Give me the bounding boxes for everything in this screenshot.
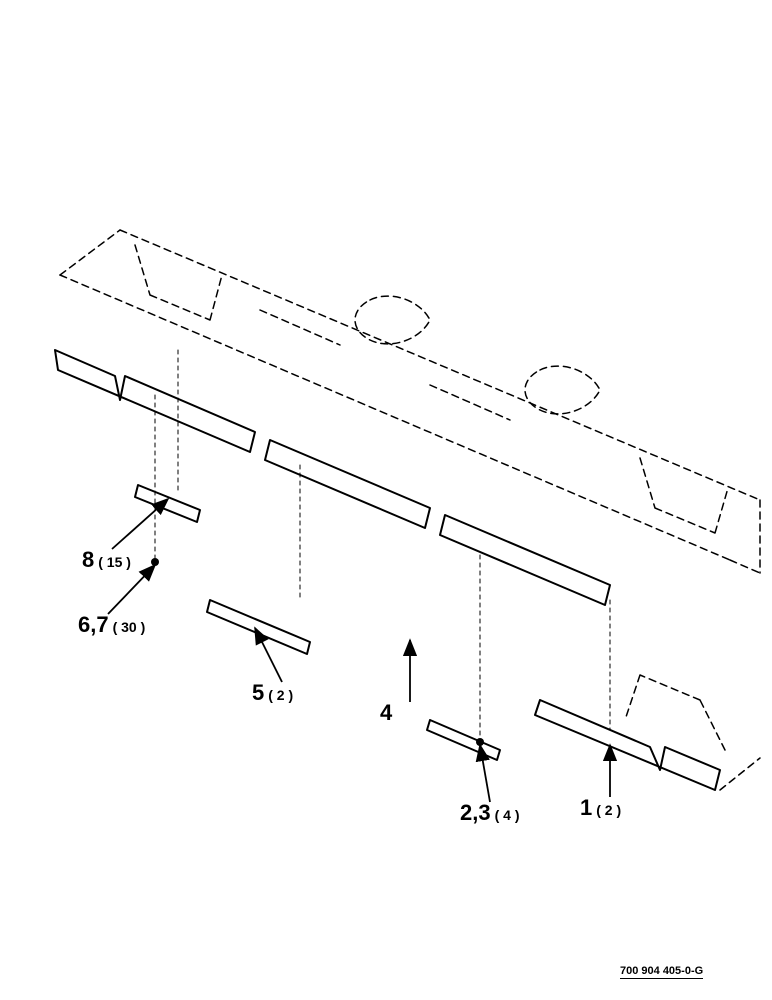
callout-qty: ( 30 ) bbox=[113, 619, 146, 635]
callout-6-7: 6,7( 30 ) bbox=[78, 612, 145, 638]
callout-2-3: 2,3( 4 ) bbox=[460, 800, 519, 826]
callout-qty: ( 2 ) bbox=[268, 687, 293, 703]
callout-8: 8( 15 ) bbox=[82, 547, 131, 573]
technical-drawing bbox=[0, 0, 772, 1000]
callout-4: 4 bbox=[380, 700, 396, 726]
callout-number: 6,7 bbox=[78, 612, 109, 637]
callout-qty: ( 4 ) bbox=[495, 807, 520, 823]
callout-number: 2,3 bbox=[460, 800, 491, 825]
callout-5: 5( 2 ) bbox=[252, 680, 293, 706]
document-number: 700 904 405-0-G bbox=[620, 965, 703, 979]
callout-qty: ( 15 ) bbox=[98, 554, 131, 570]
callout-number: 5 bbox=[252, 680, 264, 705]
callout-number: 4 bbox=[380, 700, 392, 725]
callout-number: 8 bbox=[82, 547, 94, 572]
callout-number: 1 bbox=[580, 795, 592, 820]
callout-1: 1( 2 ) bbox=[580, 795, 621, 821]
diagram-page: 8( 15 ) 6,7( 30 ) 5( 2 ) 4 2,3( 4 ) 1( 2… bbox=[0, 0, 772, 1000]
callout-qty: ( 2 ) bbox=[596, 802, 621, 818]
